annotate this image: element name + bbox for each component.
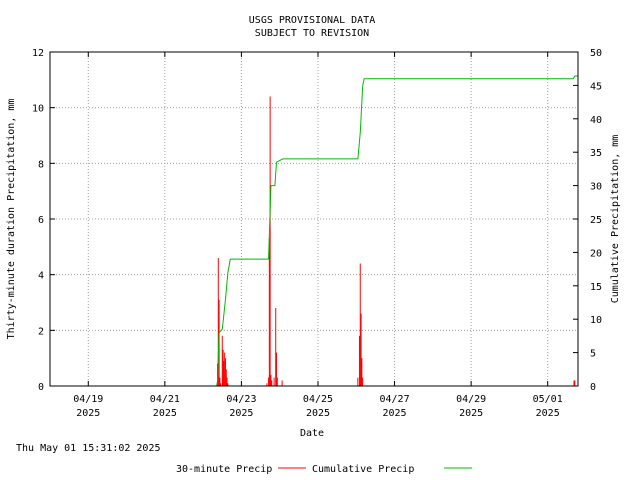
y-left-tick-label: 12: [32, 48, 44, 59]
y-left-tick-label: 0: [38, 382, 44, 393]
chart-title-line1: USGS PROVISIONAL DATA: [249, 15, 375, 26]
x-tick-label-date: 04/21: [150, 394, 180, 405]
y-right-tick-label: 15: [590, 282, 602, 293]
y-right-tick-label: 35: [590, 148, 602, 159]
y-axis-left-label: Thirty-minute duration Precipitation, mm: [6, 99, 17, 340]
x-tick-label-date: 04/27: [380, 394, 410, 405]
y-right-tick-label: 20: [590, 248, 602, 259]
y-right-tick-label: 45: [590, 81, 602, 92]
y-right-tick-label: 40: [590, 115, 602, 126]
y-right-tick-label: 0: [590, 382, 596, 393]
precip-30min-series: [216, 96, 576, 386]
axis-ticks: 0246810120510152025303540455004/19202504…: [32, 48, 602, 419]
x-tick-label-year: 2025: [76, 408, 100, 419]
chart-title-line2: SUBJECT TO REVISION: [255, 28, 369, 39]
x-axis-label: Date: [300, 428, 324, 439]
grid-lines: [50, 52, 578, 386]
y-left-tick-label: 8: [38, 159, 44, 170]
x-tick-label-year: 2025: [229, 408, 253, 419]
x-tick-label-date: 04/25: [303, 394, 333, 405]
x-tick-label-date: 04/29: [456, 394, 486, 405]
y-left-tick-label: 6: [38, 215, 44, 226]
y-right-tick-label: 10: [590, 315, 602, 326]
y-left-tick-label: 4: [38, 271, 44, 282]
x-tick-label-year: 2025: [306, 408, 330, 419]
y-right-tick-label: 25: [590, 215, 602, 226]
y-left-tick-label: 10: [32, 104, 44, 115]
x-tick-label-year: 2025: [459, 408, 483, 419]
timestamp: Thu May 01 15:31:02 2025: [16, 443, 161, 454]
y-axis-right-label: Cumulative Precipitation, mm: [610, 135, 621, 304]
y-right-tick-label: 5: [590, 349, 596, 360]
legend-label-30min: 30-minute Precip: [176, 464, 272, 475]
x-tick-label-date: 04/23: [226, 394, 256, 405]
y-left-tick-label: 2: [38, 326, 44, 337]
x-tick-label-year: 2025: [536, 408, 560, 419]
y-right-tick-label: 50: [590, 48, 602, 59]
y-right-tick-label: 30: [590, 182, 602, 193]
cumulative-precip-line: [216, 75, 578, 387]
x-tick-label-date: 04/19: [73, 394, 103, 405]
legend-label-cumulative: Cumulative Precip: [312, 464, 414, 475]
x-tick-label-year: 2025: [383, 408, 407, 419]
x-tick-label-year: 2025: [153, 408, 177, 419]
x-tick-label-date: 05/01: [533, 394, 563, 405]
